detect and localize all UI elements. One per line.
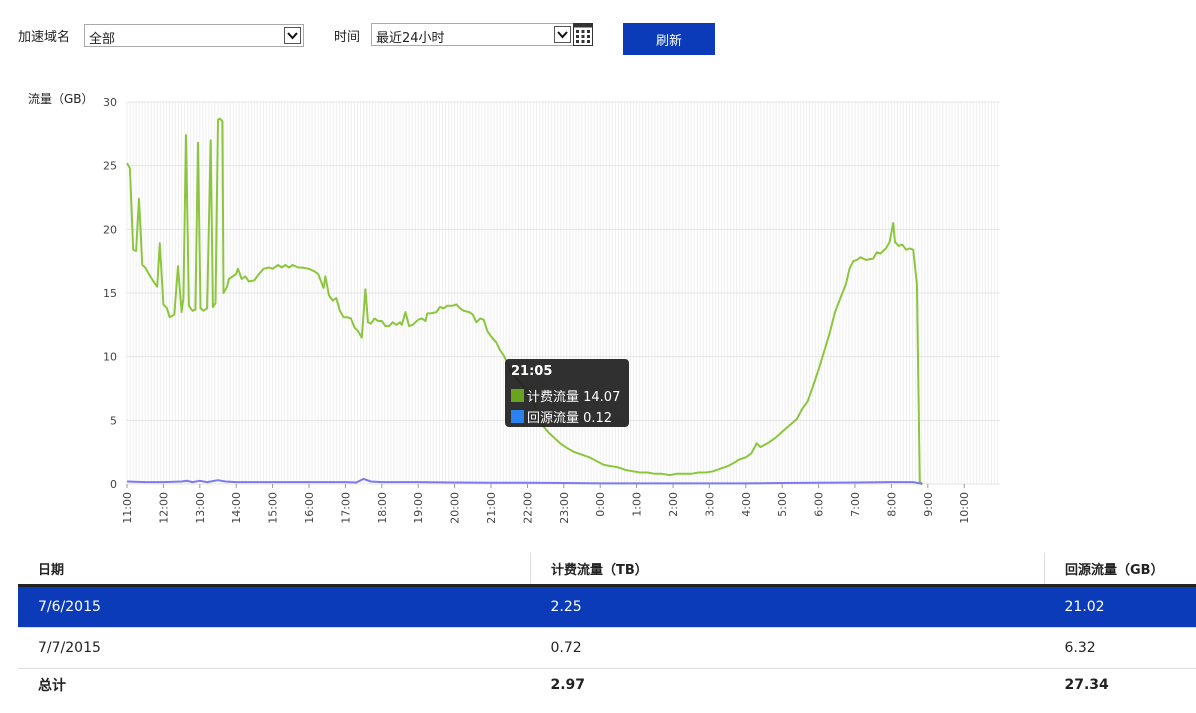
- tooltip-origin-value: 回源流量 0.12: [527, 411, 613, 426]
- x-tick-label: 3:00: [703, 492, 716, 517]
- x-tick-label: 12:00: [157, 492, 170, 524]
- domain-select[interactable]: 全部: [84, 24, 304, 47]
- tooltip-billing-value: 计费流量 14.07: [527, 390, 621, 405]
- cell-billing: 0.72: [530, 627, 1045, 669]
- chart-series: [126, 117, 924, 485]
- chevron-down-icon[interactable]: [554, 26, 571, 43]
- table-header-row: 日期 计费流量（TB） 回源流量（GB）: [18, 553, 1196, 587]
- filter-toolbar: 加速域名 全部 时间 最近24小时 刷新: [0, 0, 1196, 60]
- x-tick-label: 15:00: [267, 492, 280, 524]
- traffic-chart: 流量（GB） 0 5 10 15 20 25 30 11:00 12:00 13:00 14:00…: [28, 92, 1000, 524]
- x-tick-label: 14:00: [230, 492, 243, 524]
- series-line-origin: [126, 477, 923, 485]
- time-select-value: 最近24小时: [376, 31, 445, 46]
- tooltip-time: 21:05: [511, 364, 553, 379]
- x-tick-label: 7:00: [849, 492, 862, 517]
- x-tick-label: 4:00: [740, 492, 753, 517]
- cell-total-label: 总计: [38, 678, 66, 694]
- cell-origin: 21.02: [1044, 585, 1196, 628]
- tooltip-row-origin: 回源流量 0.12: [511, 407, 612, 426]
- cell-origin: 6.32: [1044, 627, 1196, 669]
- y-tick-label: 25: [103, 160, 117, 173]
- x-tick-label: 9:00: [922, 492, 935, 517]
- y-tick-label: 10: [103, 351, 117, 364]
- cell-total-billing: 2.97: [550, 677, 586, 693]
- cell-total-origin: 27.34: [1064, 677, 1109, 693]
- x-tick-label: 21:00: [485, 492, 498, 524]
- legend-swatch-billing: [511, 389, 524, 402]
- x-tick-label: 16:00: [303, 492, 316, 524]
- table-row[interactable]: 7/7/2015 0.72 6.32: [18, 627, 1196, 669]
- legend-swatch-origin: [511, 410, 524, 423]
- x-tick-label: 0:00: [594, 492, 607, 517]
- domain-select-value: 全部: [89, 32, 116, 47]
- calendar-icon[interactable]: [573, 23, 593, 46]
- column-header-date[interactable]: 日期: [18, 553, 531, 587]
- y-tick-label: 20: [103, 223, 117, 236]
- cell-date: 7/7/2015: [18, 627, 531, 669]
- column-header-origin[interactable]: 回源流量（GB）: [1044, 553, 1196, 587]
- x-tick-label: 19:00: [412, 492, 425, 524]
- tooltip-row-billing: 计费流量 14.07: [511, 386, 620, 405]
- x-tick-label: 6:00: [813, 492, 826, 517]
- y-tick-label: 30: [103, 96, 117, 109]
- cell-billing: 2.25: [530, 585, 1045, 628]
- chart-tooltip: 21:05 计费流量 14.07 回源流量 0.12: [505, 359, 629, 427]
- x-tick-label: 17:00: [339, 492, 352, 524]
- y-axis-ticks: 0 5 10 15 20 25 30: [103, 96, 117, 491]
- y-tick-label: 15: [103, 287, 117, 300]
- x-tick-label: 1:00: [631, 492, 644, 517]
- y-tick-label: 0: [110, 478, 117, 491]
- x-tick-label: 10:00: [958, 492, 971, 524]
- series-line-billing: [126, 117, 924, 485]
- x-tick-label: 8:00: [885, 492, 898, 517]
- refresh-button[interactable]: 刷新: [623, 23, 715, 55]
- x-tick-label: 11:00: [121, 492, 134, 524]
- x-tick-label: 13:00: [194, 492, 207, 524]
- x-axis-ticks: 11:00 12:00 13:00 14:00 15:00 16:00 17:00 18:00…: [121, 484, 971, 524]
- y-axis-title: 流量（GB）: [28, 92, 94, 106]
- x-tick-label: 23:00: [558, 492, 571, 524]
- x-tick-label: 22:00: [521, 492, 534, 524]
- table-row[interactable]: 7/6/2015 2.25 21.02: [18, 585, 1196, 628]
- x-tick-label: 2:00: [667, 492, 680, 517]
- chevron-down-icon[interactable]: [284, 27, 301, 44]
- x-tick-label: 20:00: [449, 492, 462, 524]
- domain-label: 加速域名: [18, 30, 71, 45]
- y-tick-label: 5: [110, 414, 117, 427]
- traffic-table: 日期 计费流量（TB） 回源流量（GB） 7/6/2015 2.25 21.02…: [18, 553, 1196, 701]
- table-total-row: 总计 2.97 27.34: [18, 669, 1196, 702]
- x-tick-label: 18:00: [376, 492, 389, 524]
- column-header-billing[interactable]: 计费流量（TB）: [530, 553, 1045, 587]
- x-tick-label: 5:00: [776, 492, 789, 517]
- cell-date: 7/6/2015: [18, 585, 531, 628]
- time-label: 时间: [334, 30, 361, 45]
- time-select[interactable]: 最近24小时: [371, 23, 574, 46]
